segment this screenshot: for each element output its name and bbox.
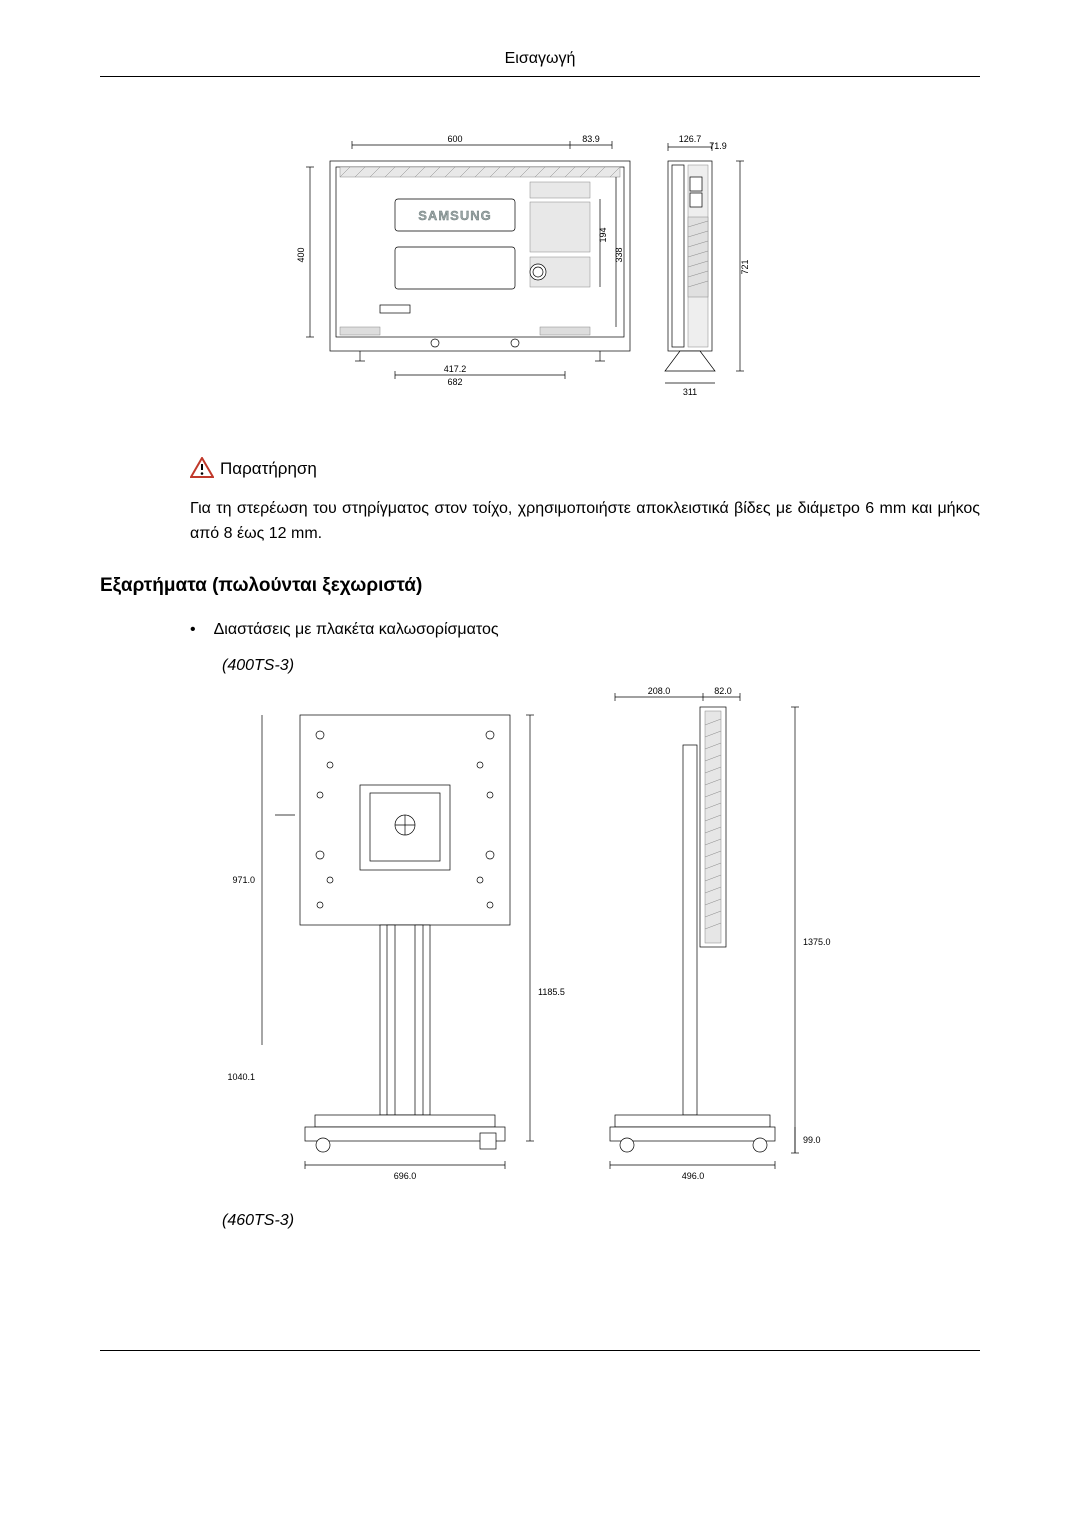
fig1-dim-600: 600 [447, 134, 462, 144]
note-row: Παρατήρηση [100, 457, 980, 479]
fig2s-dim-1375: 1375.0 [803, 937, 831, 947]
fig1-dim-338: 338 [614, 247, 624, 262]
fig2-dim-971: 971.0 [232, 875, 255, 885]
fig2-dim-1040: 1040.1 [227, 1072, 255, 1082]
fig2s-dim-496: 496.0 [682, 1171, 705, 1181]
figure-2: 971.0 1040.1 1185.5 696.0 208.0 82.0 [100, 685, 980, 1190]
note-text: Για τη στερέωση του στηρίγματος στον τοί… [100, 497, 980, 547]
fig1-dim-400: 400 [296, 247, 306, 262]
fig1s-dim-311: 311 [683, 387, 697, 397]
fig2s-dim-208: 208.0 [648, 686, 671, 696]
fig1-dim-194: 194 [598, 227, 608, 242]
fig2s-dim-99: 99.0 [803, 1135, 821, 1145]
fig2-side: 208.0 82.0 1375.0 99.0 [610, 686, 831, 1181]
fig2s-dim-82: 82.0 [714, 686, 732, 696]
page-header: Εισαγωγή [100, 50, 980, 77]
model1-label: (400TS-3) [100, 657, 980, 675]
fig2-dim-1185: 1185.5 [538, 987, 565, 997]
fig1s-dim-126: 126.7 [679, 134, 702, 144]
bullet-mark: • [190, 621, 196, 639]
bullet-text: Διαστάσεις με πλακέτα καλωσορίσματος [214, 621, 499, 639]
page-header-title: Εισαγωγή [505, 50, 576, 67]
note-label: Παρατήρηση [220, 459, 317, 479]
figure-2-svg: 971.0 1040.1 1185.5 696.0 208.0 82.0 [220, 685, 860, 1185]
fig2-front: 971.0 1040.1 1185.5 696.0 [227, 715, 564, 1181]
fig1-side: 126.7 71.9 721 311 [665, 134, 750, 397]
warning-icon [190, 457, 214, 479]
fig2-dim-696: 696.0 [394, 1171, 417, 1181]
fig1-dim-682: 682 [447, 377, 462, 387]
fig1-dim-839: 83.9 [582, 134, 600, 144]
figure-1-svg: 600 83.9 SAMSUNG [280, 127, 800, 407]
figure-1: 600 83.9 SAMSUNG [100, 127, 980, 412]
fig1-dim-417: 417.2 [444, 364, 467, 374]
model2-label: (460TS-3) [100, 1212, 980, 1230]
brand-text: SAMSUNG [418, 208, 491, 223]
page-footer-line [100, 1350, 980, 1351]
bullet-row: • Διαστάσεις με πλακέτα καλωσορίσματος [100, 621, 980, 639]
section-heading: Εξαρτήματα (πωλούνται ξεχωριστά) [100, 575, 980, 597]
fig1s-dim-721: 721 [740, 259, 750, 274]
fig1-front: 600 83.9 SAMSUNG [296, 134, 630, 387]
